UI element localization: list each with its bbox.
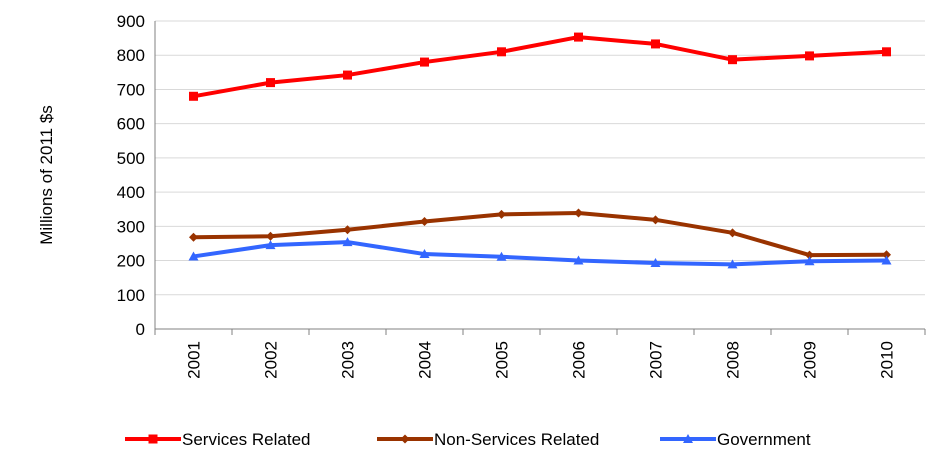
data-point	[651, 39, 660, 49]
series-0	[189, 32, 891, 101]
y-tick-label: 800	[117, 46, 145, 65]
y-tick-label: 0	[136, 320, 145, 339]
y-tick-label: 100	[117, 286, 145, 305]
legend: Services Related Non-Services Related Gove…	[125, 430, 811, 449]
legend-label: Government	[717, 430, 811, 449]
series-line	[193, 210, 887, 258]
y-tick-label: 200	[117, 252, 145, 271]
x-tick-label: 2010	[878, 341, 897, 379]
series-line	[193, 240, 887, 267]
x-tick-label: 2003	[339, 341, 358, 379]
data-point	[496, 251, 507, 261]
data-point	[574, 208, 583, 218]
data-point	[882, 250, 891, 260]
gridlines	[155, 20, 925, 330]
series-layer	[188, 32, 892, 269]
y-tick-label: 600	[117, 115, 145, 134]
x-tick-label: 2008	[724, 341, 743, 379]
data-point	[497, 209, 506, 219]
data-point	[419, 249, 430, 259]
data-point	[805, 250, 814, 260]
data-point	[343, 70, 352, 80]
data-point	[420, 57, 429, 67]
data-point	[265, 240, 276, 250]
data-point	[650, 257, 661, 267]
data-point	[420, 217, 429, 227]
series-1	[189, 208, 891, 260]
x-axis: 2001 2002 2003 2004 2005 2006 2007 2008 2009 2010	[154, 329, 926, 379]
data-point	[651, 215, 660, 225]
data-point	[189, 232, 198, 242]
y-axis-title: Millions of 2011 $s	[37, 105, 56, 245]
data-point	[804, 256, 815, 266]
y-tick-label: 300	[117, 217, 145, 236]
data-point	[189, 91, 198, 101]
series-2	[188, 237, 892, 269]
data-point	[728, 228, 737, 238]
data-point	[573, 255, 584, 265]
x-tick-label: 2002	[262, 341, 281, 379]
legend-item: Non-Services Related	[377, 430, 599, 449]
legend-marker	[683, 434, 693, 443]
legend-marker	[148, 434, 158, 444]
data-point	[188, 251, 199, 261]
x-tick-label: 2006	[570, 341, 589, 379]
data-point	[266, 231, 275, 241]
y-axis: 0 100 200 300 400 500 600 700 800 900	[117, 12, 156, 339]
data-point	[882, 47, 891, 57]
data-point	[497, 47, 506, 57]
series-line	[193, 35, 887, 99]
data-point	[574, 32, 583, 42]
x-tick-label: 2004	[416, 341, 435, 379]
legend-item: Services Related	[125, 430, 311, 449]
x-tick-label: 2001	[185, 341, 204, 379]
x-tick-label: 2005	[493, 341, 512, 379]
y-tick-label: 400	[117, 183, 145, 202]
data-point	[342, 237, 353, 247]
x-tick-label: 2007	[647, 341, 666, 379]
data-point	[805, 51, 814, 61]
y-tick-label: 500	[117, 149, 145, 168]
legend-marker	[400, 434, 410, 444]
data-point	[727, 259, 738, 269]
legend-label: Non-Services Related	[434, 430, 599, 449]
x-tick-label: 2009	[801, 341, 820, 379]
legend-item: Government	[660, 430, 811, 449]
data-point	[881, 255, 892, 265]
y-tick-label: 900	[117, 12, 145, 31]
data-point	[728, 55, 737, 65]
y-tick-label: 700	[117, 80, 145, 99]
data-point	[266, 78, 275, 88]
data-point	[343, 225, 352, 235]
legend-label: Services Related	[182, 430, 311, 449]
